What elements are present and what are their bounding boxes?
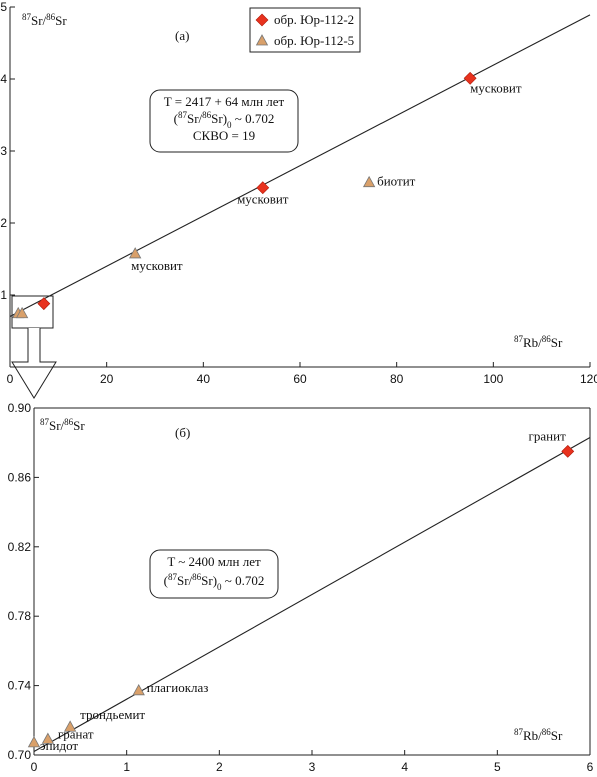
point — [63, 720, 77, 732]
y-tick-label: 5 — [0, 0, 7, 14]
x-tick-label: 0 — [7, 372, 14, 386]
point — [561, 444, 575, 458]
y-axis-label-part: 87 — [40, 417, 50, 427]
y-tick-label: 0.90 — [8, 401, 32, 415]
y-tick-label: 0.78 — [8, 609, 32, 623]
x-axis-label-part: Sr — [551, 728, 563, 743]
y-axis-label-part: 86 — [46, 12, 56, 22]
annotation-text-part: 86 — [192, 572, 202, 582]
point-label: гранат — [58, 726, 94, 741]
annotation-text-part: ( — [174, 111, 178, 126]
point — [362, 175, 376, 188]
x-axis-label-part: 86 — [542, 334, 552, 344]
x-axis-label-part: 87 — [514, 334, 524, 344]
isochron-line — [9, 14, 591, 317]
point-label: мусковит — [131, 258, 183, 273]
x-tick-label: 4 — [401, 760, 408, 774]
y-axis-label-part: 87 — [22, 12, 32, 22]
point-label: мусковит — [470, 80, 522, 95]
annotation-text-part: 87 — [178, 110, 188, 120]
x-tick-label: 80 — [390, 372, 404, 386]
legend-box — [249, 7, 361, 53]
point-label: мусковит — [237, 192, 289, 207]
x-axis-label-part: Rb/ — [523, 728, 542, 743]
y-axis-label-part: Sr/ — [49, 418, 65, 433]
annotation-text: (87Sr/86Sr)0 ~ 0.702 — [164, 572, 265, 592]
annotation-box — [149, 89, 299, 153]
annotation-text-part: 0 — [227, 120, 232, 130]
annotation-text-part: ~ 0.702 — [222, 573, 265, 588]
point — [41, 732, 55, 744]
x-tick-label: 100 — [483, 372, 503, 386]
legend-label: обр. Юр-112-2 — [274, 12, 354, 27]
annotation-text: T ~ 2400 млн лет — [167, 554, 261, 569]
y-tick-label: 0.82 — [8, 540, 32, 554]
x-tick-label: 60 — [293, 372, 307, 386]
y-axis-label: 87Sr/86Sr — [40, 417, 85, 433]
point — [37, 297, 51, 311]
x-tick-label: 6 — [587, 760, 594, 774]
x-axis-label-part: Rb/ — [523, 335, 542, 350]
x-tick-label: 1 — [123, 760, 130, 774]
annotation-text-part: ~ 0.702 — [232, 111, 275, 126]
x-axis-label-part: 87 — [514, 727, 524, 737]
panel-label: (а) — [175, 28, 189, 43]
annotation-text-part: 0 — [217, 582, 222, 592]
x-tick-label: 20 — [100, 372, 114, 386]
annotation-text-part: СКВО = 19 — [193, 128, 255, 143]
y-tick-label: 2 — [0, 216, 7, 230]
y-tick-label: 0.86 — [8, 470, 32, 484]
x-tick-label: 3 — [309, 760, 316, 774]
point-label: плагиоклаз — [147, 680, 209, 695]
point — [15, 306, 29, 319]
point — [463, 71, 477, 85]
annotation-text-part: ( — [164, 573, 168, 588]
x-tick-label: 5 — [494, 760, 501, 774]
legend-marker — [255, 13, 269, 27]
annotation-text-part: T = 2417 + 64 млн лет — [164, 94, 285, 109]
annotation-text-part: 87 — [168, 572, 178, 582]
x-tick-label: 120 — [580, 372, 597, 386]
isochron-line — [33, 437, 591, 753]
annotation-text: (87Sr/86Sr)0 ~ 0.702 — [174, 110, 275, 130]
y-tick-label: 4 — [0, 72, 7, 86]
point-label: трондьемит — [80, 707, 145, 722]
annotation-text-part: Sr/ — [187, 111, 203, 126]
point — [27, 736, 41, 748]
annotation-box — [149, 549, 279, 599]
annotation-text: СКВО = 19 — [193, 128, 255, 143]
y-axis-label-part: Sr — [73, 418, 85, 433]
point — [256, 181, 270, 195]
y-tick-label: 0.74 — [8, 679, 32, 693]
point — [132, 683, 145, 696]
annotation-text-part: 86 — [202, 110, 212, 120]
zoom-arrow — [11, 328, 57, 399]
annotation-text: T = 2417 + 64 млн лет — [164, 94, 285, 109]
point-label: гранит — [529, 428, 567, 443]
x-axis-label: 87Rb/86Sr — [514, 727, 563, 743]
y-axis-label-part: 86 — [64, 417, 74, 427]
y-tick-label: 0.70 — [8, 748, 32, 762]
x-axis-label: 87Rb/86Sr — [514, 334, 563, 350]
x-tick-label: 0 — [31, 760, 38, 774]
x-axis-label-part: Sr — [551, 335, 563, 350]
x-axis-label-part: 86 — [542, 727, 552, 737]
legend-label: обр. Юр-112-5 — [274, 33, 354, 48]
legend-marker — [255, 34, 269, 46]
x-tick-label: 40 — [197, 372, 211, 386]
point — [129, 247, 142, 259]
panel-label: (б) — [175, 425, 190, 440]
y-tick-label: 3 — [0, 144, 7, 158]
y-tick-label: 1 — [0, 288, 7, 302]
y-axis-label-part: Sr — [55, 13, 67, 28]
annotation-text-part: Sr/ — [177, 573, 193, 588]
y-axis-label: 87Sr/86Sr — [22, 12, 67, 28]
x-tick-label: 2 — [216, 760, 223, 774]
annotation-text-part: Sr) — [211, 111, 227, 126]
point-label: биотит — [377, 174, 416, 189]
annotation-text-part: Sr) — [201, 573, 217, 588]
annotation-text-part: T ~ 2400 млн лет — [167, 554, 261, 569]
y-axis-label-part: Sr/ — [31, 13, 47, 28]
